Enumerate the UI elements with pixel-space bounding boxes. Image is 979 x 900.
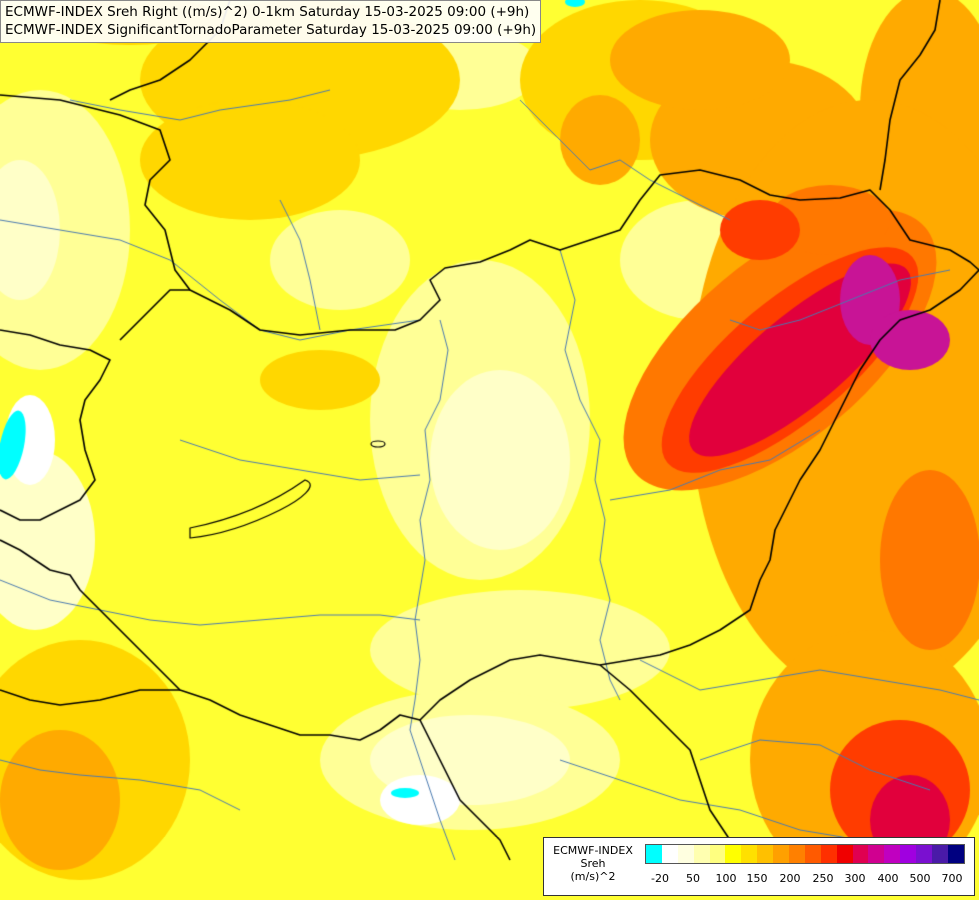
map-title: ECMWF-INDEX Sreh Right ((m/s)^2) 0-1km S…: [0, 0, 542, 43]
legend-swatch: [947, 845, 964, 863]
legend-swatch: [693, 845, 710, 863]
legend-label: 100: [715, 872, 737, 885]
legend-swatch: [677, 845, 694, 863]
legend-caption: ECMWF-INDEX Sreh (m/s)^2: [547, 844, 639, 883]
title-line-1: ECMWF-INDEX Sreh Right ((m/s)^2) 0-1km S…: [5, 4, 530, 20]
legend-label: 300: [844, 872, 866, 885]
legend-swatch: [916, 845, 933, 863]
color-legend: ECMWF-INDEX Sreh (m/s)^2 -20 50 100 150 200 2…: [543, 837, 975, 896]
legend-swatch: [884, 845, 901, 863]
legend-swatch: [852, 845, 869, 863]
title-line-2: ECMWF-INDEX SignificantTornadoParameter …: [5, 22, 537, 38]
legend-swatch: [868, 845, 885, 863]
legend-swatch: [709, 845, 726, 863]
legend-color-scale: [645, 844, 965, 864]
legend-swatch: [789, 845, 805, 863]
legend-label: 700: [941, 872, 963, 885]
legend-swatch: [820, 845, 837, 863]
legend-value-labels: -20 50 100 150 200 250 300 400 500 700: [645, 872, 975, 888]
legend-swatch: [741, 845, 758, 863]
legend-swatch: [661, 845, 678, 863]
legend-label: 200: [779, 872, 801, 885]
legend-label: 400: [877, 872, 899, 885]
legend-label: 250: [812, 872, 834, 885]
legend-label: 50: [686, 872, 700, 885]
legend-label: -20: [651, 872, 669, 885]
legend-swatch: [804, 845, 821, 863]
legend-swatch: [932, 845, 948, 863]
legend-label: 150: [746, 872, 768, 885]
legend-swatch: [773, 845, 790, 863]
legend-swatch: [900, 845, 917, 863]
legend-parameter: Sreh: [580, 857, 606, 870]
legend-label: 500: [909, 872, 931, 885]
legend-swatch: [725, 845, 742, 863]
legend-model: ECMWF-INDEX: [553, 844, 633, 857]
legend-unit: (m/s)^2: [570, 870, 616, 883]
legend-swatch: [757, 845, 774, 863]
legend-swatch: [836, 845, 853, 863]
legend-swatch: [646, 845, 662, 863]
